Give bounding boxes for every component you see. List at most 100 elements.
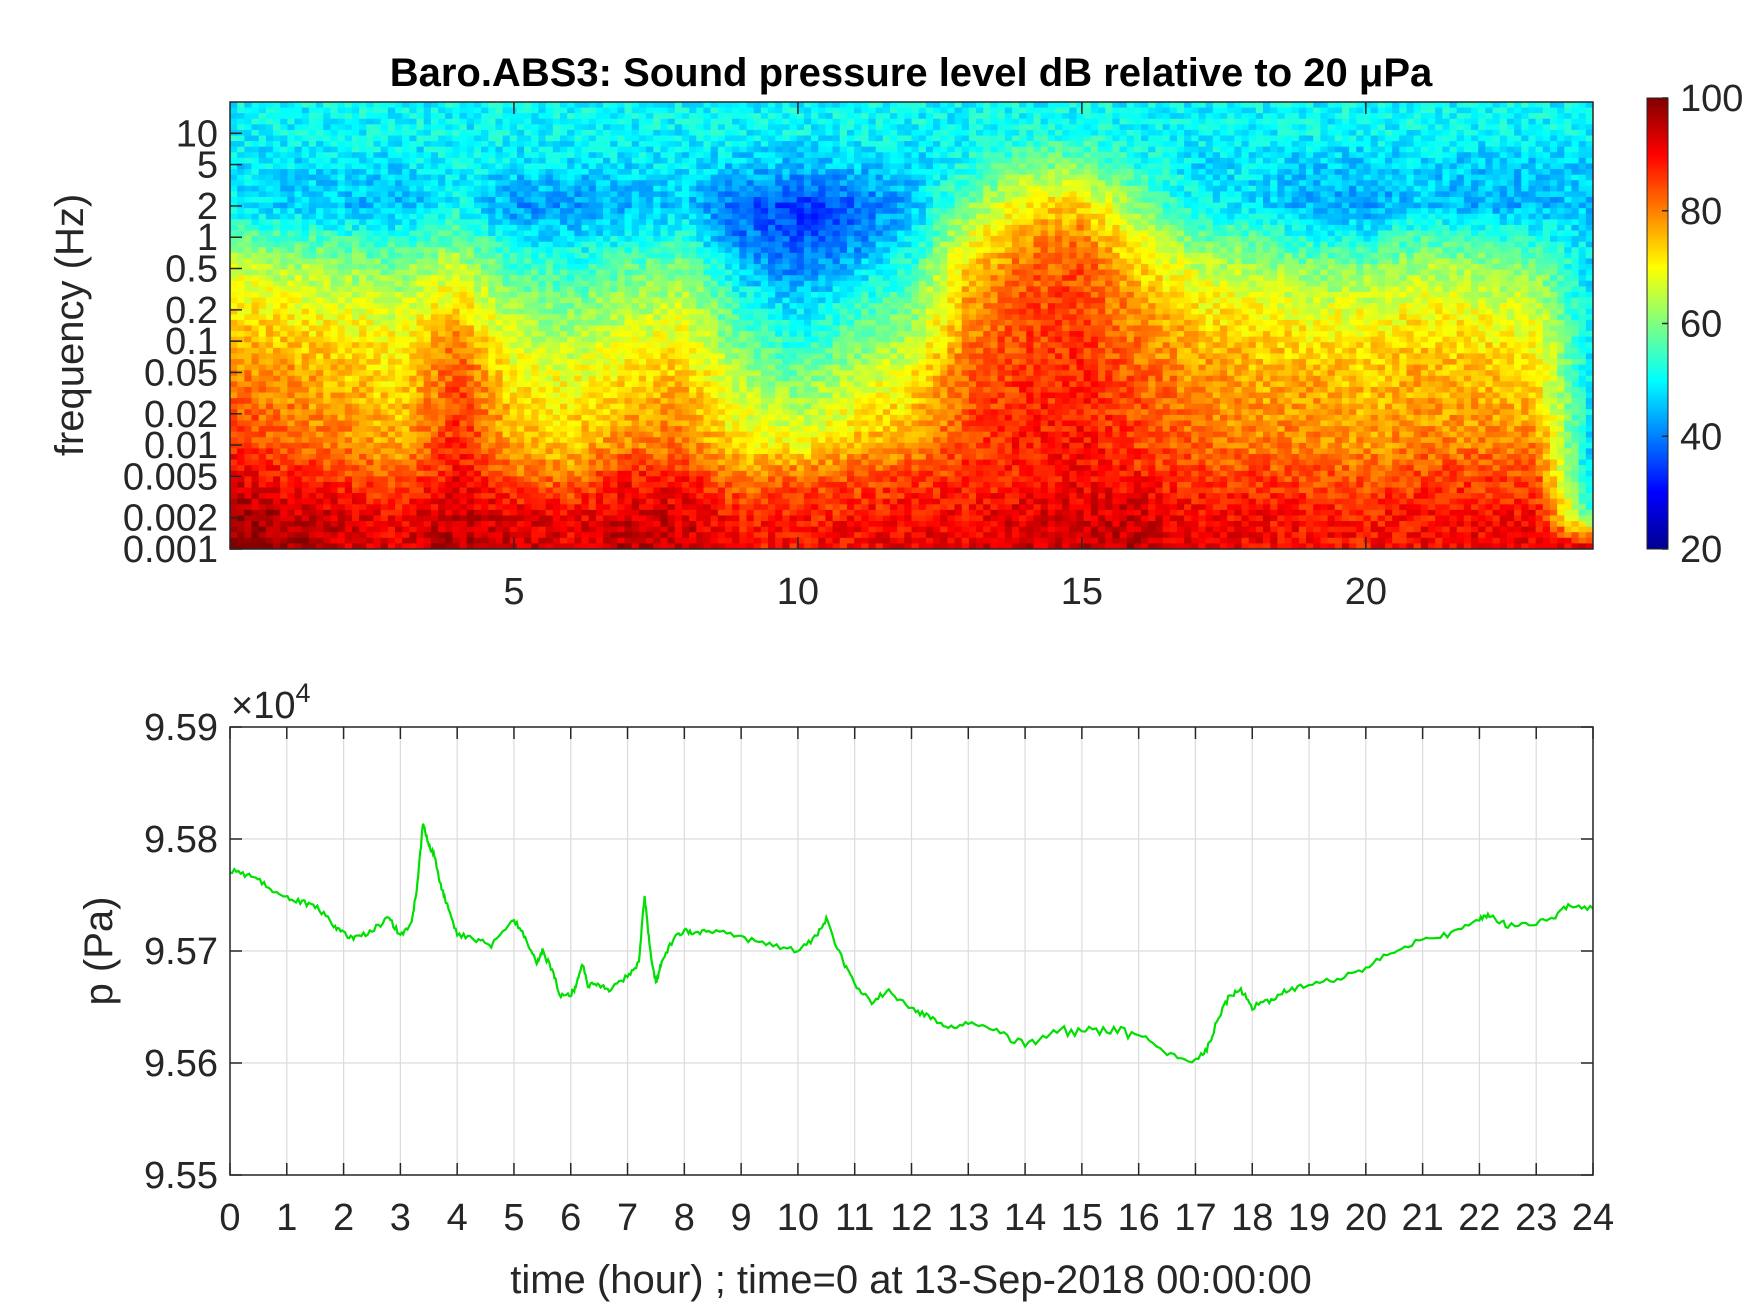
- spectrogram-cell: [1485, 113, 1494, 120]
- spectrogram-cell: [452, 102, 461, 109]
- spectrogram-cell: [294, 129, 303, 137]
- spectrogram-cell: [933, 224, 941, 232]
- spectrogram-cell: [954, 107, 963, 114]
- spectrogram-cell: [1349, 157, 1357, 165]
- spectrogram-cell: [1514, 107, 1522, 114]
- spectrogram-cell: [940, 163, 948, 170]
- spectrogram-cell: [488, 208, 497, 215]
- spectrogram-cell: [1270, 152, 1278, 159]
- spectrogram-cell: [230, 146, 238, 153]
- spectrogram-cell: [1169, 185, 1178, 192]
- spectrogram-cell: [954, 118, 963, 125]
- spectrogram-cell: [1392, 169, 1400, 176]
- spectrogram-cell: [1198, 208, 1207, 215]
- spectrogram-cell: [1349, 118, 1357, 125]
- spectrogram-cell: [933, 241, 941, 248]
- spectrogram-cell: [1313, 169, 1321, 176]
- spectrogram-cell: [1435, 141, 1443, 148]
- spectrogram-cell: [1191, 185, 1200, 192]
- spectrogram-cell: [445, 152, 453, 159]
- spectrogram-cell: [430, 146, 439, 153]
- spectrogram-cell: [545, 185, 554, 192]
- spectrogram-cell: [925, 236, 934, 243]
- spectrogram-cell: [789, 107, 798, 114]
- spectrogram-cell: [660, 141, 669, 148]
- spectrogram-cell: [1047, 230, 1056, 237]
- spectrogram-cell: [445, 146, 453, 153]
- spectrogram-cell: [911, 191, 920, 198]
- spectrogram-cell: [567, 247, 575, 254]
- spectrogram-cell: [638, 124, 647, 131]
- spectrogram-cell: [753, 224, 762, 232]
- spectrogram-cell: [538, 247, 547, 254]
- spectrogram-cell: [1184, 185, 1192, 192]
- spectrogram-cell: [1162, 118, 1171, 125]
- spectrogram-cell: [954, 236, 963, 243]
- spectrogram-cell: [861, 124, 870, 131]
- spectrogram-cell: [409, 163, 418, 170]
- spectrogram-cell: [265, 196, 274, 204]
- spectrogram-cell: [1320, 241, 1329, 248]
- spectrogram-cell: [1471, 202, 1479, 209]
- spectrogram-cell: [1585, 208, 1593, 215]
- spectrogram-cell: [459, 174, 468, 181]
- spectrogram-cell: [1062, 241, 1070, 248]
- spectrogram-cell: [1442, 102, 1451, 109]
- spectrogram-cell: [732, 146, 740, 153]
- spectrogram-cell: [1341, 157, 1350, 165]
- spectrogram-cell: [1083, 152, 1092, 159]
- spectrogram-cell: [631, 102, 640, 109]
- spectrogram-cell: [753, 157, 762, 165]
- spectrogram-cell: [394, 236, 403, 243]
- spectrogram-cell: [732, 107, 740, 114]
- spectrogram-cell: [1449, 213, 1458, 220]
- spectrogram-cell: [1549, 146, 1558, 153]
- spectrogram-cell: [1234, 118, 1243, 125]
- spectrogram-cell: [638, 208, 647, 215]
- spectrogram-cell: [1219, 118, 1228, 125]
- spectrogram-cell: [918, 236, 927, 243]
- spectrogram-cell: [1270, 169, 1278, 176]
- spectrogram-cell: [717, 152, 726, 159]
- spectrogram-cell: [882, 157, 891, 165]
- spectrogram-cell: [889, 219, 898, 226]
- spectrogram-cell: [509, 241, 518, 248]
- spectrogram-cell: [1471, 224, 1479, 232]
- spectrogram-cell: [430, 191, 439, 198]
- spectrogram-cell: [1428, 118, 1436, 125]
- spectrogram-cell: [696, 180, 705, 187]
- spectrogram-cell: [524, 107, 532, 114]
- spectrogram-cell: [1528, 118, 1537, 125]
- spectrogram-cell: [947, 230, 956, 237]
- spectrogram-cell: [481, 180, 489, 187]
- spectrogram-cell: [667, 213, 676, 220]
- spectrogram-cell: [1284, 230, 1293, 237]
- spectrogram-cell: [1234, 102, 1243, 109]
- spectrogram-cell: [954, 224, 963, 232]
- spectrogram-cell: [524, 208, 532, 215]
- spectrogram-cell: [1098, 191, 1106, 198]
- spectrogram-cell: [1212, 230, 1221, 237]
- spectrogram-cell: [753, 219, 762, 226]
- spectrogram-cell: [481, 247, 489, 254]
- spectrogram-cell: [445, 157, 453, 165]
- spectrogram-cell: [1413, 174, 1422, 181]
- spectrogram-cell: [1098, 152, 1106, 159]
- spectrogram-cell: [473, 191, 482, 198]
- spectrogram-cell: [667, 141, 676, 148]
- spectrogram-cell: [387, 236, 396, 243]
- spectrogram-cell: [732, 196, 740, 204]
- spectrogram-cell: [1399, 219, 1408, 226]
- spectrogram-cell: [1033, 107, 1042, 114]
- spectrogram-cell: [316, 124, 324, 131]
- spectrogram-cell: [445, 113, 453, 120]
- spectrogram-cell: [976, 163, 984, 170]
- spectrogram-cell: [1004, 230, 1013, 237]
- spectrogram-cell: [861, 157, 870, 165]
- spectrogram-cell: [308, 129, 317, 137]
- spectrogram-cell: [875, 124, 884, 131]
- spectrogram-cell: [1506, 107, 1515, 114]
- spectrogram-cell: [732, 230, 740, 237]
- spectrogram-cell: [516, 185, 525, 192]
- spectrogram-cell: [230, 169, 238, 176]
